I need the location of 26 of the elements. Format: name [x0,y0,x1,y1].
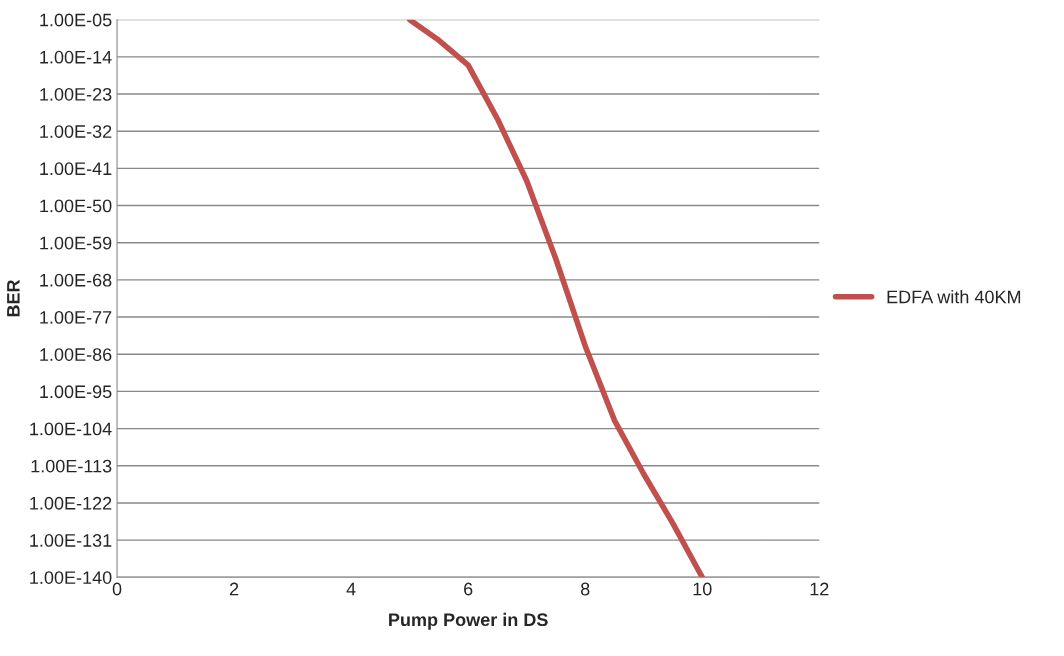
x-axis-title: Pump Power in DS [389,612,548,630]
y-tick-label: 1.00E-14 [40,50,112,64]
y-tick-label: 1.00E-68 [40,273,112,287]
y-tick-label: 1.00E-131 [30,534,112,547]
y-tick-label: 1.00E-41 [40,162,112,176]
y-tick-label: 1.00E-32 [40,125,112,138]
x-tick-label: 2 [229,582,239,596]
y-tick-label: 1.00E-05 [40,13,112,27]
y-tick-label: 1.00E-140 [30,571,112,584]
x-tick-label: 0 [112,582,122,596]
x-tick-label: 12 [810,582,829,596]
x-tick-label: 6 [464,582,473,596]
y-tick-label: 1.00E-95 [40,385,112,399]
y-tick-label: 1.00E-50 [40,199,112,213]
y-tick-label: 1.00E-77 [40,311,112,324]
legend-label: EDFA with 40KM [887,290,1021,304]
y-axis-title: BER [7,279,20,317]
y-tick-label: 1.00E-23 [40,87,112,101]
x-tick-label: 4 [346,582,356,596]
y-tick-label: 1.00E-122 [30,496,112,510]
x-tick-label: 8 [580,582,590,596]
y-tick-label: 1.00E-59 [40,236,112,250]
y-tick-label: 1.00E-104 [30,422,112,436]
x-tick-label: 10 [693,582,712,596]
y-tick-label: 1.00E-86 [40,348,112,361]
y-tick-label: 1.00E-113 [31,459,112,473]
